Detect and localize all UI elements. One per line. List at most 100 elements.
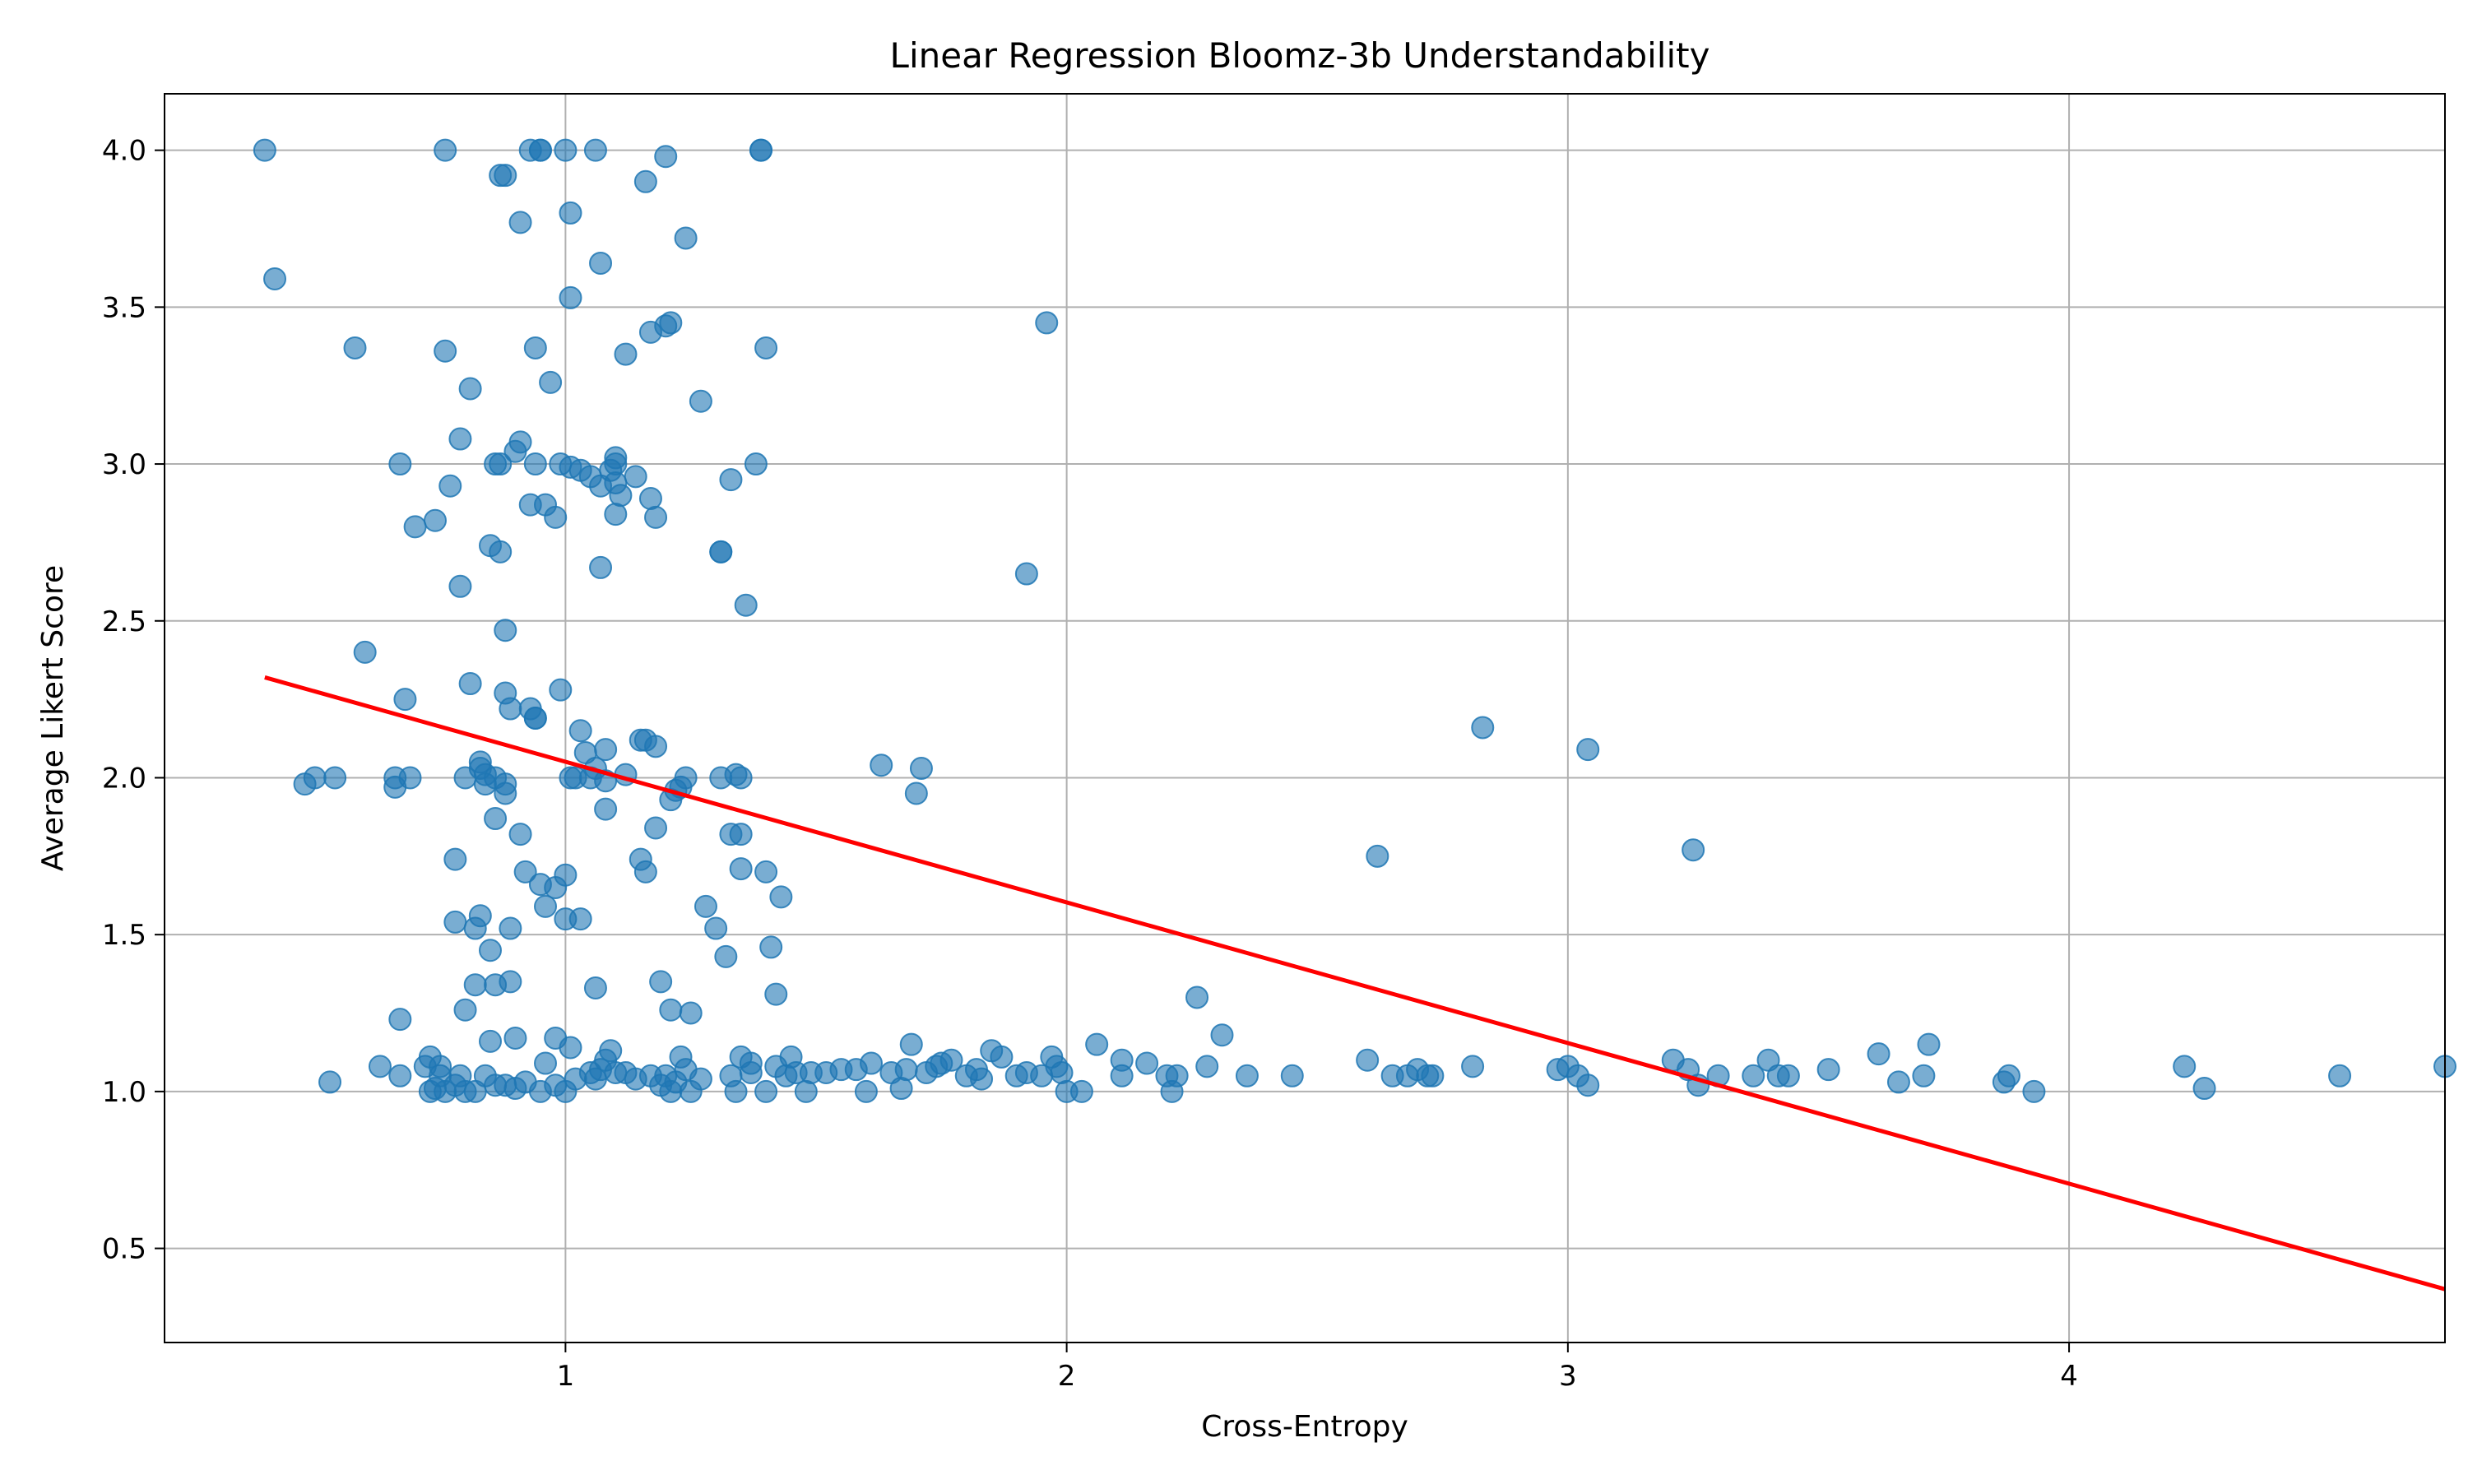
- data-point: [1886, 1070, 1910, 1094]
- data-point: [484, 807, 508, 831]
- y-tick-label: 2.0: [102, 762, 146, 795]
- data-point: [589, 251, 613, 275]
- data-point: [1997, 1064, 2020, 1087]
- data-point: [463, 973, 487, 997]
- data-point: [559, 201, 582, 225]
- data-point: [724, 1079, 748, 1103]
- data-point: [453, 998, 477, 1022]
- data-point: [434, 339, 457, 363]
- data-point: [393, 688, 417, 712]
- data-point: [523, 707, 547, 730]
- data-point: [694, 894, 717, 918]
- data-point: [589, 555, 613, 579]
- y-tick-label: 2.5: [102, 605, 146, 638]
- data-point: [318, 1070, 342, 1094]
- data-point: [388, 1008, 412, 1032]
- data-point: [1356, 1048, 1380, 1072]
- data-point: [513, 860, 537, 883]
- data-point: [679, 1001, 703, 1025]
- data-point: [759, 935, 783, 959]
- data-points: [253, 138, 2456, 1103]
- data-point: [2173, 1055, 2197, 1078]
- data-point: [503, 1027, 527, 1050]
- data-point: [1185, 985, 1209, 1009]
- data-point: [754, 336, 778, 359]
- data-point: [499, 916, 522, 940]
- data-point: [1867, 1042, 1890, 1066]
- data-point: [479, 1029, 502, 1053]
- data-point: [568, 907, 592, 931]
- data-point: [594, 738, 618, 762]
- data-point: [604, 503, 628, 526]
- data-point: [549, 678, 573, 702]
- y-axis: 0.5 1.0 1.5 2.0 2.5 3.0 3.5 4.0: [102, 135, 165, 1266]
- regression-line-group: [264, 675, 2446, 1292]
- data-point: [1135, 1051, 1159, 1075]
- data-point: [599, 1039, 623, 1063]
- data-point: [508, 823, 532, 846]
- data-point: [388, 1064, 412, 1087]
- data-point: [353, 640, 377, 664]
- data-point: [1461, 1055, 1485, 1078]
- data-point: [448, 427, 472, 451]
- data-point: [714, 944, 738, 968]
- data-point: [508, 211, 532, 234]
- data-point: [614, 342, 638, 366]
- data-point: [649, 970, 673, 994]
- data-point: [489, 540, 513, 563]
- data-point: [544, 505, 568, 529]
- data-point: [744, 452, 768, 476]
- x-tick-label: 1: [557, 1360, 575, 1393]
- data-point: [1165, 1064, 1189, 1087]
- data-point: [638, 487, 662, 511]
- data-point: [1235, 1064, 1259, 1087]
- data-point: [729, 823, 753, 846]
- data-point: [568, 719, 592, 743]
- data-point: [443, 910, 467, 934]
- data-point: [303, 766, 327, 790]
- x-tick-label: 3: [1559, 1360, 1577, 1393]
- data-point: [1912, 1064, 1936, 1087]
- data-point: [654, 145, 678, 169]
- data-point: [889, 1077, 913, 1101]
- data-point: [1110, 1064, 1134, 1087]
- data-point: [438, 474, 462, 498]
- data-point: [458, 377, 482, 401]
- data-point: [633, 860, 657, 883]
- data-point: [494, 619, 517, 642]
- data-point: [754, 860, 778, 883]
- data-point: [1576, 1074, 1600, 1097]
- data-point: [434, 138, 457, 162]
- y-tick-label: 0.5: [102, 1233, 146, 1266]
- data-point: [468, 904, 492, 928]
- data-point: [860, 1051, 884, 1075]
- data-point: [494, 164, 517, 188]
- data-point: [1280, 1064, 1304, 1087]
- data-point: [508, 430, 532, 454]
- data-point: [398, 766, 422, 790]
- data-point: [539, 370, 563, 394]
- data-point: [644, 505, 668, 529]
- data-point: [1742, 1064, 1765, 1087]
- data-point: [659, 311, 683, 335]
- data-point: [1050, 1060, 1074, 1084]
- x-tick-label: 4: [2060, 1360, 2078, 1393]
- data-point: [528, 138, 552, 162]
- data-point: [894, 1058, 918, 1082]
- data-point: [494, 772, 517, 796]
- data-point: [2328, 1064, 2352, 1087]
- data-point: [343, 336, 367, 359]
- data-point: [458, 672, 482, 696]
- data-point: [423, 508, 447, 532]
- x-tick-label: 2: [1058, 1360, 1076, 1393]
- data-point: [499, 697, 522, 721]
- data-point: [534, 894, 558, 918]
- data-point: [644, 816, 668, 840]
- data-point: [689, 1067, 712, 1091]
- data-point: [970, 1067, 994, 1091]
- data-point: [729, 766, 753, 790]
- data-point: [323, 766, 347, 790]
- data-point: [523, 336, 547, 359]
